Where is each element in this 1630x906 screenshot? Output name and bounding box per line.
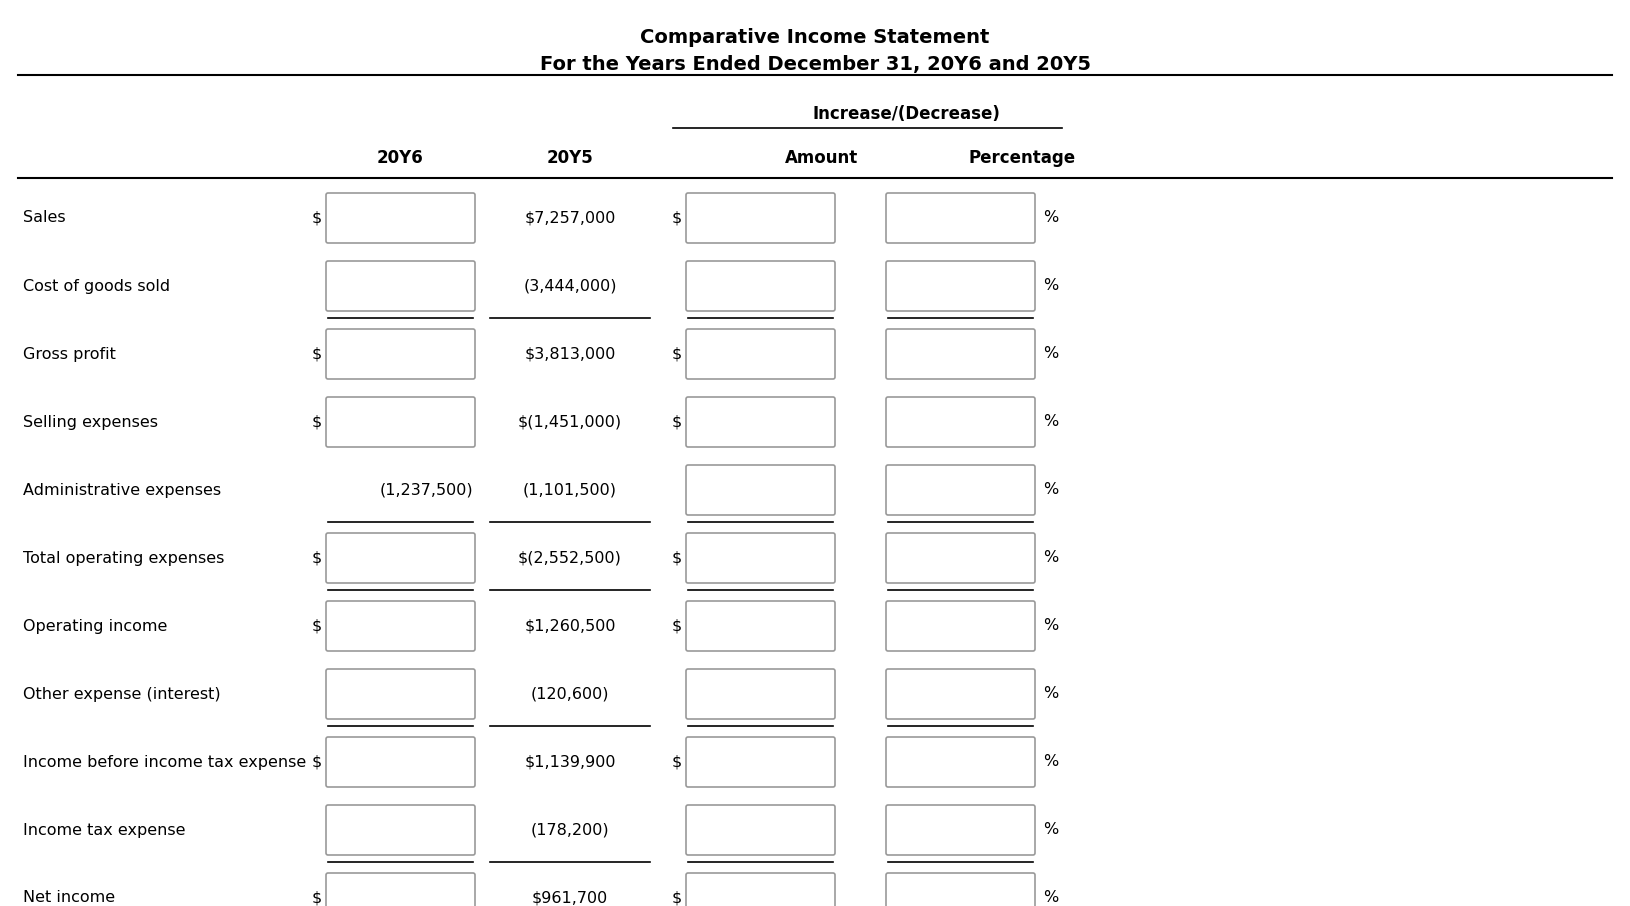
Text: $1,260,500: $1,260,500 (525, 619, 616, 633)
Text: $1,139,900: $1,139,900 (525, 755, 616, 769)
FancyBboxPatch shape (686, 397, 835, 447)
FancyBboxPatch shape (326, 261, 474, 311)
FancyBboxPatch shape (887, 737, 1035, 787)
Text: %: % (1043, 551, 1058, 565)
Text: Amount: Amount (786, 149, 859, 167)
Text: Income before income tax expense: Income before income tax expense (23, 755, 306, 769)
Text: (178,200): (178,200) (531, 823, 610, 837)
Text: $: $ (311, 755, 323, 769)
FancyBboxPatch shape (887, 329, 1035, 379)
Text: %: % (1043, 891, 1058, 905)
FancyBboxPatch shape (686, 533, 835, 583)
FancyBboxPatch shape (326, 329, 474, 379)
FancyBboxPatch shape (326, 193, 474, 243)
Text: $: $ (672, 415, 681, 429)
Text: $: $ (672, 619, 681, 633)
FancyBboxPatch shape (326, 737, 474, 787)
Text: $(2,552,500): $(2,552,500) (518, 551, 623, 565)
Text: For the Years Ended December 31, 20Y6 and 20Y5: For the Years Ended December 31, 20Y6 an… (540, 55, 1090, 74)
Text: $: $ (672, 891, 681, 905)
FancyBboxPatch shape (887, 873, 1035, 906)
Text: %: % (1043, 687, 1058, 701)
FancyBboxPatch shape (326, 669, 474, 719)
Text: $: $ (311, 619, 323, 633)
Text: Income tax expense: Income tax expense (23, 823, 186, 837)
Text: $7,257,000: $7,257,000 (525, 210, 616, 226)
Text: %: % (1043, 823, 1058, 837)
FancyBboxPatch shape (326, 397, 474, 447)
Text: Net income: Net income (23, 891, 116, 905)
FancyBboxPatch shape (686, 873, 835, 906)
Text: $: $ (311, 415, 323, 429)
FancyBboxPatch shape (326, 805, 474, 855)
Text: $: $ (311, 551, 323, 565)
Text: (3,444,000): (3,444,000) (523, 278, 616, 294)
FancyBboxPatch shape (887, 601, 1035, 651)
Text: $: $ (672, 551, 681, 565)
FancyBboxPatch shape (686, 329, 835, 379)
Text: (1,101,500): (1,101,500) (523, 483, 618, 497)
Text: Cost of goods sold: Cost of goods sold (23, 278, 170, 294)
Text: $(1,451,000): $(1,451,000) (518, 415, 623, 429)
Text: $3,813,000: $3,813,000 (525, 346, 616, 361)
FancyBboxPatch shape (887, 261, 1035, 311)
Text: %: % (1043, 210, 1058, 226)
FancyBboxPatch shape (686, 669, 835, 719)
FancyBboxPatch shape (887, 397, 1035, 447)
Text: Total operating expenses: Total operating expenses (23, 551, 225, 565)
FancyBboxPatch shape (887, 533, 1035, 583)
Text: %: % (1043, 483, 1058, 497)
Text: Other expense (interest): Other expense (interest) (23, 687, 220, 701)
FancyBboxPatch shape (686, 737, 835, 787)
Text: (120,600): (120,600) (531, 687, 610, 701)
Text: Operating income: Operating income (23, 619, 168, 633)
Text: %: % (1043, 346, 1058, 361)
FancyBboxPatch shape (686, 601, 835, 651)
Text: %: % (1043, 755, 1058, 769)
FancyBboxPatch shape (326, 873, 474, 906)
Text: $: $ (311, 891, 323, 905)
FancyBboxPatch shape (887, 465, 1035, 515)
Text: Sales: Sales (23, 210, 65, 226)
Text: Percentage: Percentage (968, 149, 1076, 167)
Text: Administrative expenses: Administrative expenses (23, 483, 222, 497)
FancyBboxPatch shape (686, 193, 835, 243)
Text: $: $ (311, 346, 323, 361)
FancyBboxPatch shape (686, 465, 835, 515)
Text: Gross profit: Gross profit (23, 346, 116, 361)
Text: %: % (1043, 415, 1058, 429)
Text: Comparative Income Statement: Comparative Income Statement (641, 28, 989, 47)
Text: Selling expenses: Selling expenses (23, 415, 158, 429)
Text: 20Y5: 20Y5 (546, 149, 593, 167)
Text: %: % (1043, 278, 1058, 294)
FancyBboxPatch shape (326, 601, 474, 651)
Text: $: $ (672, 210, 681, 226)
FancyBboxPatch shape (887, 669, 1035, 719)
Text: Increase/(Decrease): Increase/(Decrease) (812, 105, 999, 123)
Text: $961,700: $961,700 (531, 891, 608, 905)
Text: %: % (1043, 619, 1058, 633)
Text: $: $ (311, 210, 323, 226)
FancyBboxPatch shape (686, 805, 835, 855)
FancyBboxPatch shape (326, 533, 474, 583)
Text: (1,237,500): (1,237,500) (380, 483, 473, 497)
FancyBboxPatch shape (686, 261, 835, 311)
FancyBboxPatch shape (887, 805, 1035, 855)
Text: 20Y6: 20Y6 (377, 149, 424, 167)
FancyBboxPatch shape (887, 193, 1035, 243)
Text: $: $ (672, 755, 681, 769)
Text: $: $ (672, 346, 681, 361)
